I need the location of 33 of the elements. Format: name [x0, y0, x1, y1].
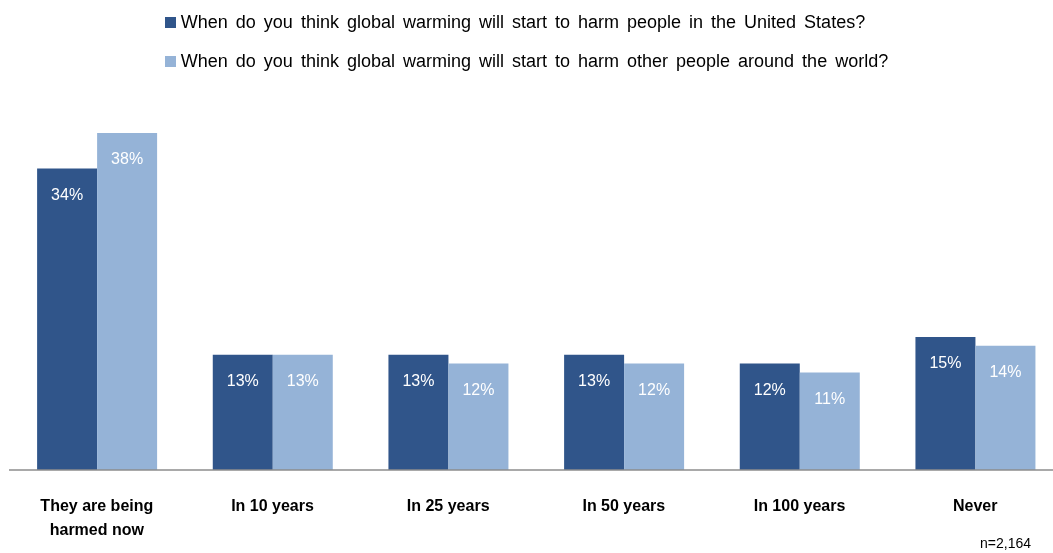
x-tick-label: In 100 years [753, 497, 846, 515]
data-label: 11% [814, 389, 846, 407]
data-label: 12% [462, 380, 495, 398]
bar [975, 345, 1036, 470]
bar [799, 372, 860, 470]
bar [388, 354, 449, 470]
data-label: 13% [286, 372, 319, 390]
bar [564, 354, 625, 470]
text: n=2,164 [980, 535, 1031, 551]
data-label: 13% [402, 372, 435, 390]
data-label: 15% [929, 354, 962, 372]
data-label: 13% [226, 372, 259, 390]
legend-label: When do you think global warming will start to harm other people around the world? [180, 51, 889, 72]
x-tick-label: In 10 years [231, 497, 314, 515]
data-label: 34% [51, 185, 84, 203]
legend-label: When do you think global warming will start to harm people in the United States? [180, 12, 866, 33]
bar [37, 168, 98, 470]
bar [624, 363, 685, 470]
x-tick-label: Never [952, 497, 998, 515]
bar [212, 354, 273, 470]
bar [97, 133, 158, 470]
bar [272, 354, 333, 470]
x-tick-label: In 25 years [406, 497, 490, 515]
bar [739, 363, 800, 470]
bar [915, 336, 976, 470]
data-label: 12% [753, 380, 786, 398]
x-tick-label: They are being harmed now [40, 497, 154, 539]
data-label: 12% [638, 380, 671, 398]
x-tick-label: In 50 years [582, 497, 666, 515]
data-label: 38% [111, 150, 144, 168]
data-label: 14% [989, 363, 1022, 381]
bar [448, 363, 509, 470]
data-label: 13% [578, 372, 611, 390]
